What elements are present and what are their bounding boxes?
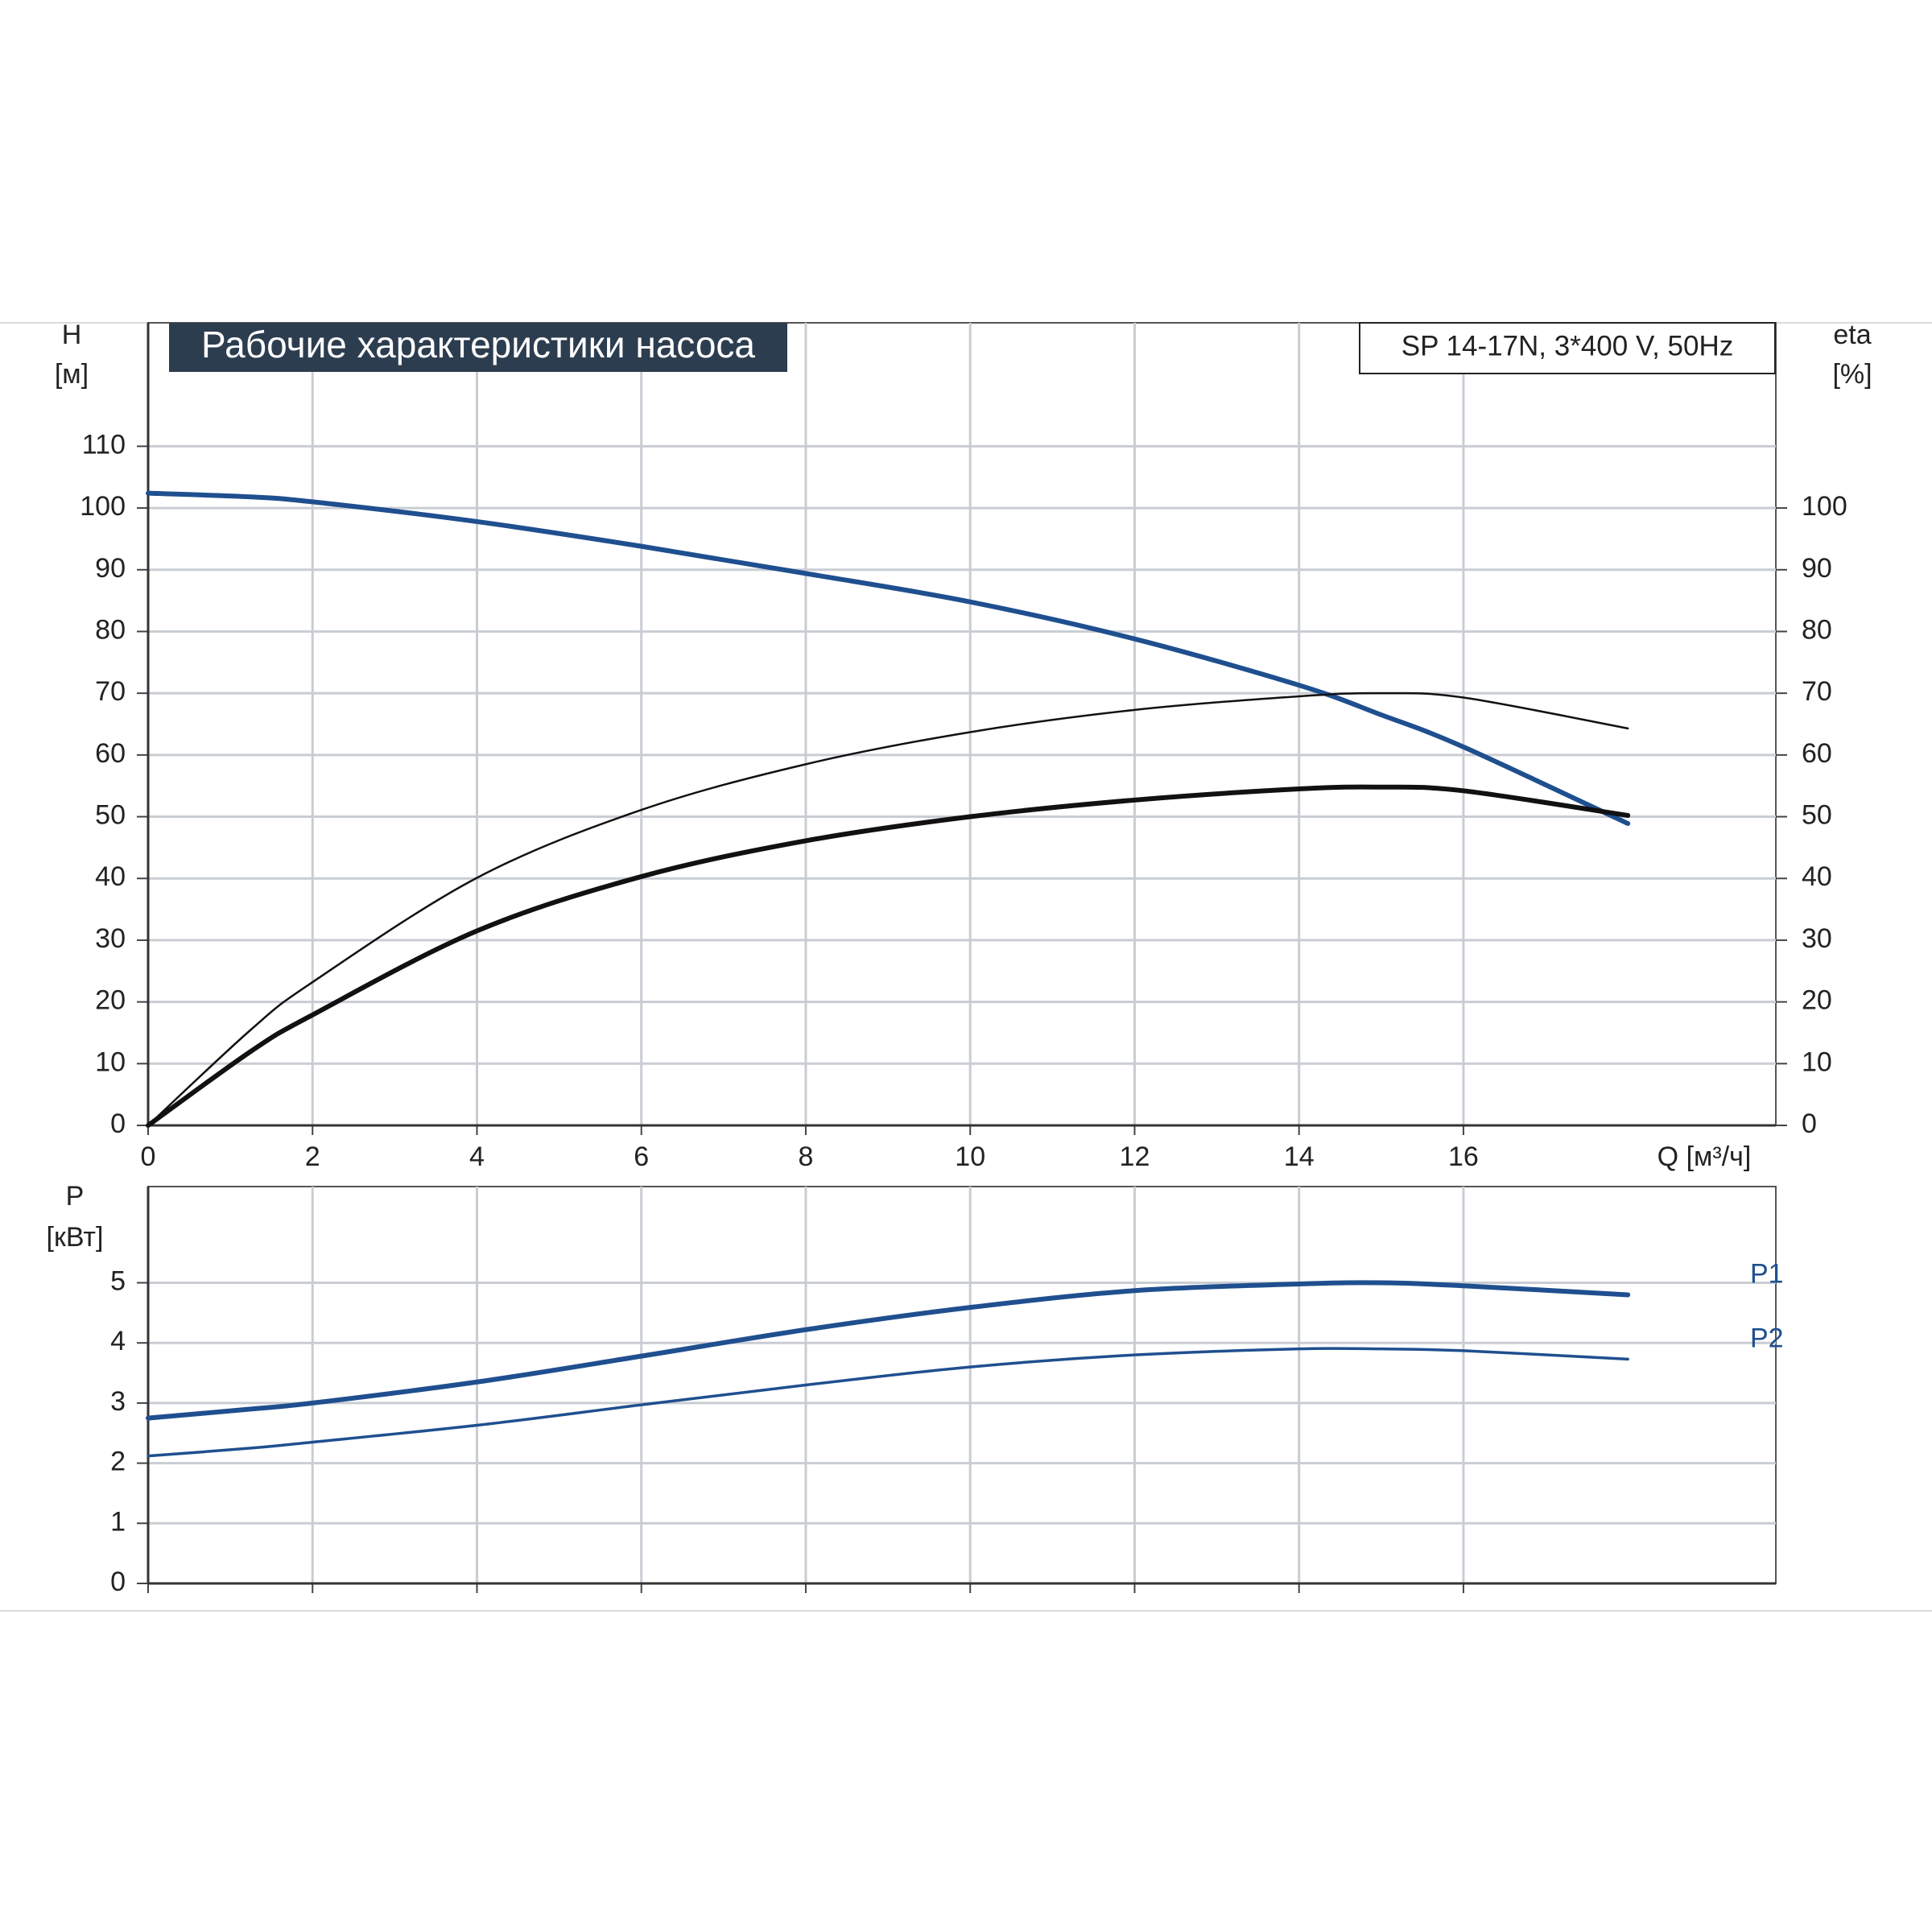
y-axis-unit: [кВт] xyxy=(47,1222,104,1253)
y-axis-label: P xyxy=(66,1181,85,1212)
y-tick-label: 30 xyxy=(95,923,126,954)
series-line xyxy=(146,784,1631,1128)
y-tick-label: 100 xyxy=(80,491,126,522)
y-tick-label: 4 xyxy=(110,1326,126,1356)
series-line xyxy=(147,691,1629,1127)
y2-tick-label: 100 xyxy=(1802,491,1847,522)
series-line xyxy=(147,1347,1629,1458)
title-box xyxy=(169,323,787,372)
y2-tick-label: 90 xyxy=(1802,553,1832,584)
y-tick-label: 2 xyxy=(110,1447,126,1477)
x-tick-label: 10 xyxy=(955,1141,985,1172)
y-tick-label: 20 xyxy=(95,985,126,1016)
x-tick-label: 8 xyxy=(799,1141,814,1172)
y2-tick-label: 0 xyxy=(1802,1108,1817,1139)
y2-tick-label: 40 xyxy=(1802,861,1832,892)
plot-area xyxy=(147,322,1777,1126)
series-line xyxy=(146,1280,1631,1421)
x-axis-label: Q [м³/ч] xyxy=(1657,1141,1752,1172)
y2-tick-label: 10 xyxy=(1802,1046,1832,1077)
plots: 0 2 4 6 8 10 12 14 16010203040506070809010011001… xyxy=(80,322,1847,1597)
x-tick-label: 14 xyxy=(1284,1141,1315,1172)
y-tick-label: 110 xyxy=(82,429,126,460)
y-tick-label: 60 xyxy=(95,738,126,769)
y-tick-label: 1 xyxy=(110,1506,126,1537)
plot-area xyxy=(147,1186,1777,1584)
chart-title: Рабочие характеристики насоса xyxy=(201,324,755,365)
y2-tick-label: 70 xyxy=(1802,676,1832,707)
y-tick-label: 3 xyxy=(110,1386,126,1417)
subtitle-box xyxy=(1359,322,1776,374)
y-tick-label: 40 xyxy=(95,861,126,892)
x-tick-label: 4 xyxy=(469,1141,485,1172)
y2-axis-label: eta xyxy=(1833,320,1871,350)
y-axis-label: H xyxy=(62,320,82,350)
y-tick-label: 50 xyxy=(95,800,126,831)
y2-tick-label: 30 xyxy=(1802,923,1832,954)
y-tick-label: 10 xyxy=(95,1046,126,1077)
y-tick-label: 90 xyxy=(95,553,126,584)
x-tick-label: 6 xyxy=(634,1141,649,1172)
y2-tick-label: 80 xyxy=(1802,614,1832,645)
y-tick-label: 80 xyxy=(95,614,126,645)
series-line xyxy=(146,490,1631,826)
x-tick-label: 16 xyxy=(1448,1141,1479,1172)
y2-axis-unit: [%] xyxy=(1832,359,1872,390)
series-label: P2 xyxy=(1750,1323,1784,1353)
x-tick-label: 0 xyxy=(141,1141,156,1172)
y-tick-label: 0 xyxy=(110,1108,126,1139)
y-tick-label: 5 xyxy=(110,1265,126,1296)
x-tick-label: 2 xyxy=(305,1141,320,1172)
y-axis-unit: [м] xyxy=(55,359,89,390)
y2-tick-label: 60 xyxy=(1802,738,1832,769)
series-label: P1 xyxy=(1750,1258,1784,1289)
y-tick-label: 0 xyxy=(110,1567,126,1597)
y2-tick-label: 50 xyxy=(1802,800,1832,831)
y2-tick-label: 20 xyxy=(1802,985,1832,1016)
chart-subtitle: SP 14-17N, 3*400 V, 50Hz xyxy=(1402,330,1734,361)
y-tick-label: 70 xyxy=(95,676,126,707)
x-tick-label: 12 xyxy=(1120,1141,1150,1172)
